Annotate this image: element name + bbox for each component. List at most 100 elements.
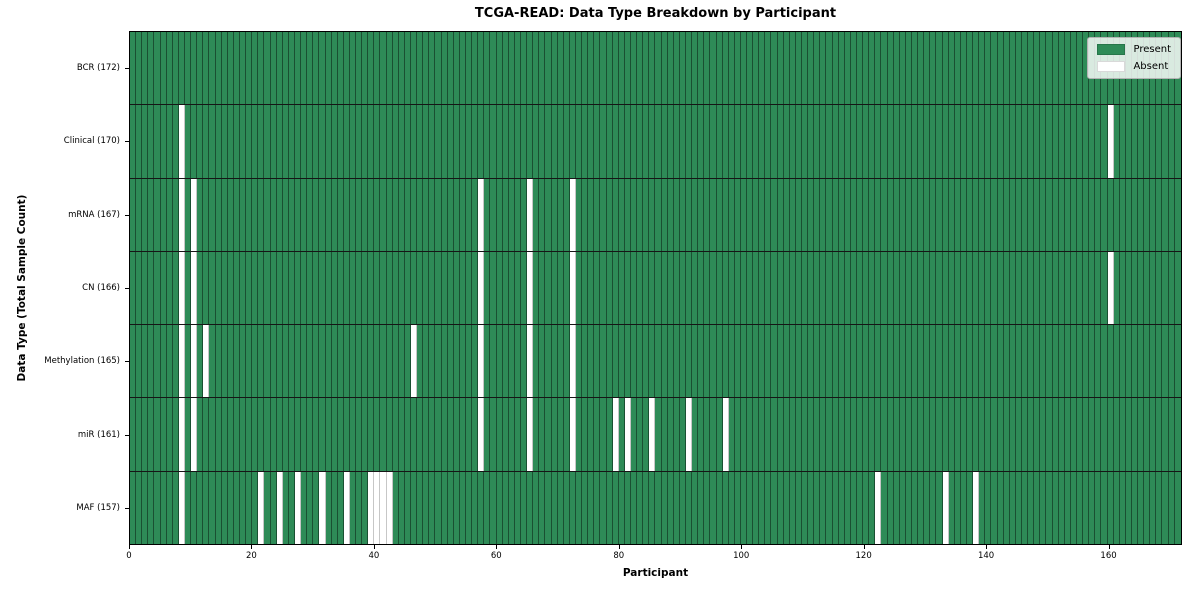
cell-present (771, 325, 778, 398)
cell-present (1150, 471, 1157, 544)
cell-present (441, 178, 448, 251)
cell-present (490, 398, 497, 471)
cell-present (484, 251, 491, 325)
cell-present (588, 105, 595, 178)
cell-present (197, 325, 204, 398)
cell-present (1168, 105, 1175, 178)
cell-present (814, 251, 821, 325)
cell-present (1052, 398, 1059, 471)
cell-present (802, 325, 809, 398)
cell-present (1040, 251, 1047, 325)
cell-present (973, 32, 980, 105)
cell-present (319, 105, 326, 178)
cell-present (985, 325, 992, 398)
cell-present (698, 178, 705, 251)
cell-present (252, 325, 259, 398)
cell-present (209, 325, 216, 398)
cell-present (203, 398, 210, 471)
cell-absent (478, 178, 485, 251)
cell-present (472, 471, 479, 544)
cell-present (966, 398, 974, 471)
cell-present (667, 471, 674, 544)
cell-present (893, 178, 900, 251)
cell-present (423, 471, 430, 544)
cell-present (148, 32, 155, 105)
cell-present (282, 471, 289, 544)
cell-present (441, 325, 448, 398)
cell-present (795, 105, 803, 178)
cell-present (1040, 105, 1047, 178)
cell-present (679, 471, 686, 544)
cell-present (521, 251, 528, 325)
cell-present (850, 251, 858, 325)
cell-present (734, 32, 741, 105)
cell-present (710, 251, 717, 325)
cell-present (948, 105, 955, 178)
cell-present (643, 105, 650, 178)
cell-present (716, 398, 723, 471)
cell-present (918, 398, 925, 471)
cell-present (838, 178, 845, 251)
cell-present (325, 251, 332, 325)
cell-present (356, 471, 363, 544)
cell-present (197, 471, 204, 544)
cell-present (979, 325, 986, 398)
cell-present (270, 471, 277, 544)
cell-present (1021, 251, 1029, 325)
cell-present (1064, 178, 1071, 251)
cell-present (130, 251, 137, 325)
cell-present (594, 398, 601, 471)
cell-present (313, 105, 320, 178)
cell-present (252, 398, 259, 471)
cell-present (557, 32, 564, 105)
cell-present (850, 178, 858, 251)
cell-present (899, 471, 906, 544)
cell-present (270, 325, 277, 398)
cell-present (392, 32, 399, 105)
cell-present (1156, 178, 1163, 251)
cell-present (844, 471, 851, 544)
cell-present (679, 398, 686, 471)
cell-present (1168, 325, 1175, 398)
cell-present (606, 105, 613, 178)
cell-present (1125, 398, 1132, 471)
cell-present (441, 105, 448, 178)
cell-present (600, 251, 607, 325)
cell-present (508, 178, 515, 251)
cell-present (698, 325, 705, 398)
cell-present (600, 325, 607, 398)
cell-present (337, 32, 344, 105)
cell-present (356, 32, 363, 105)
cell-present (930, 32, 937, 105)
cell-present (1174, 105, 1180, 178)
cell-present (857, 178, 864, 251)
cell-present (899, 325, 906, 398)
cell-absent (685, 398, 693, 471)
cell-present (411, 178, 418, 251)
cell-present (331, 398, 338, 471)
cell-present (1034, 251, 1041, 325)
cell-present (673, 471, 680, 544)
cell-present (417, 105, 424, 178)
cell-present (1070, 105, 1077, 178)
cell-present (624, 471, 631, 544)
cell-present (820, 325, 827, 398)
cell-present (1076, 178, 1084, 251)
cell-present (331, 251, 338, 325)
cell-present (850, 471, 858, 544)
cell-present (343, 398, 350, 471)
cell-present (136, 105, 143, 178)
cell-present (142, 398, 149, 471)
cell-absent (478, 325, 485, 398)
cell-present (160, 398, 167, 471)
cell-absent (527, 178, 534, 251)
cell-present (221, 325, 228, 398)
cell-present (881, 325, 888, 398)
cell-present (466, 105, 473, 178)
cell-present (808, 32, 815, 105)
cell-present (936, 251, 943, 325)
cell-present (411, 32, 418, 105)
cell-present (337, 325, 344, 398)
cell-present (233, 178, 240, 251)
cell-present (765, 178, 772, 251)
